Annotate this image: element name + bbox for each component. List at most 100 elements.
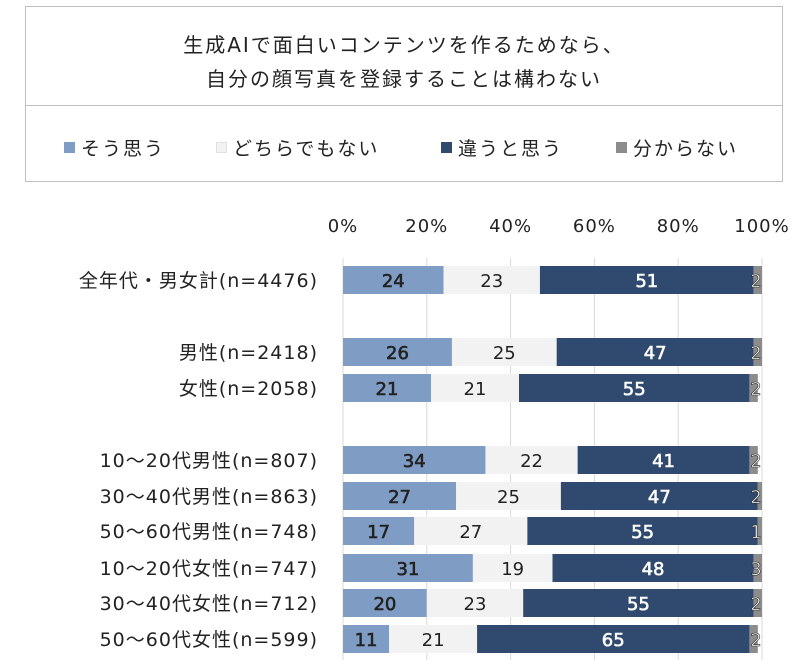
bar-segment <box>749 446 758 474</box>
legend-label-agree: そう思う <box>81 138 166 160</box>
chart-title-line-1: 生成AIで面白いコンテンツを作るためなら、 <box>183 33 625 57</box>
data-label: 34 <box>403 451 426 472</box>
bar-segment <box>343 554 473 582</box>
bar-segment <box>539 266 754 294</box>
data-label: 47 <box>648 487 671 508</box>
x-tick-label: 100% <box>734 216 789 237</box>
bar-segment <box>343 374 431 402</box>
bar-segment <box>430 374 519 402</box>
legend-label-disagree: 違うと思う <box>458 138 564 160</box>
bar-segment <box>456 482 561 510</box>
data-label: 25 <box>493 343 516 364</box>
x-tick-label: 60% <box>573 216 616 237</box>
bar-segment <box>443 266 540 294</box>
bar-segment <box>523 589 754 617</box>
legend-swatch-neutral <box>216 142 227 153</box>
data-label: 2 <box>750 379 761 400</box>
data-label: 55 <box>627 594 650 615</box>
legend-item-unknown: 分からない <box>616 134 738 161</box>
data-label: 27 <box>459 522 482 543</box>
data-label: 21 <box>464 379 487 400</box>
data-label: 2 <box>750 594 761 615</box>
data-label: 27 <box>388 487 411 508</box>
data-label: 2 <box>750 630 761 651</box>
data-label: 23 <box>464 594 487 615</box>
bar-segment <box>389 625 478 653</box>
data-label: 21 <box>376 379 399 400</box>
data-label: 55 <box>631 522 654 543</box>
data-label: 21 <box>422 630 445 651</box>
legend-label-unknown: 分からない <box>633 138 739 160</box>
data-label: 47 <box>644 343 667 364</box>
x-tick-label: 80% <box>657 216 700 237</box>
data-label: 25 <box>497 487 520 508</box>
data-label: 51 <box>635 271 658 292</box>
data-label: 19 <box>501 559 524 580</box>
data-label: 65 <box>602 630 625 651</box>
bar-segment <box>343 446 486 474</box>
bar-segment <box>343 589 427 617</box>
bar-segment <box>749 374 758 402</box>
legend-swatch-agree <box>64 142 75 153</box>
bar-segment <box>426 589 524 617</box>
data-label: 1 <box>750 522 761 543</box>
category-label: 全年代・男女計(n=4476) <box>79 270 318 292</box>
data-label: 31 <box>396 559 419 580</box>
bar-segment <box>757 517 762 545</box>
data-label: 3 <box>750 559 761 580</box>
bar-segment <box>518 374 750 402</box>
chart-title-box: 生成AIで面白いコンテンツを作るためなら、 自分の顔写真を登録することは構わない <box>25 6 783 106</box>
chart-legend: そう思う どちらでもない 違うと思う 分からない <box>25 106 783 182</box>
bar-segment <box>757 482 762 510</box>
category-label: 50～60代男性(n=748) <box>100 521 318 543</box>
data-label: 48 <box>642 559 665 580</box>
category-label: 10～20代男性(n=807) <box>100 450 318 472</box>
chart-title-line-2: 自分の顔写真を登録することは構わない <box>206 67 602 91</box>
category-label: 女性(n=2058) <box>179 378 318 400</box>
bar-segment <box>753 338 762 366</box>
bar-segment <box>552 554 754 582</box>
bar-segment <box>556 338 754 366</box>
data-label: 55 <box>623 379 646 400</box>
data-label: 22 <box>520 451 543 472</box>
category-label: 30～40代女性(n=712) <box>100 593 318 615</box>
legend-label-neutral: どちらでもない <box>233 138 380 160</box>
bar-segment <box>527 517 758 545</box>
bar-segment <box>485 446 578 474</box>
data-label: 2 <box>750 343 761 364</box>
bar-segment <box>414 517 528 545</box>
data-label: 41 <box>652 451 675 472</box>
data-label: 2 <box>750 271 761 292</box>
data-label: 2 <box>750 451 761 472</box>
data-label: 24 <box>382 271 405 292</box>
bar-segment <box>753 589 762 617</box>
bar-segment <box>472 554 553 582</box>
bar-segment <box>343 266 444 294</box>
x-tick-label: 40% <box>489 216 532 237</box>
bar-segment <box>749 625 758 653</box>
bar-segment <box>560 482 758 510</box>
category-label: 30～40代男性(n=863) <box>100 486 318 508</box>
data-label: 23 <box>480 271 503 292</box>
bar-segment <box>343 338 452 366</box>
legend-item-disagree: 違うと思う <box>441 134 563 161</box>
legend-swatch-disagree <box>441 142 452 153</box>
bar-segment <box>343 517 415 545</box>
legend-swatch-unknown <box>616 142 627 153</box>
bar-segment <box>577 446 750 474</box>
bar-segment <box>753 554 762 582</box>
bar-segment <box>343 625 390 653</box>
bar-segment <box>477 625 750 653</box>
category-label: 男性(n=2418) <box>179 342 318 364</box>
legend-item-neutral: どちらでもない <box>216 134 379 161</box>
bar-segment <box>753 266 762 294</box>
data-label: 20 <box>373 594 396 615</box>
category-label: 10～20代女性(n=747) <box>100 558 318 580</box>
bar-segment <box>343 482 457 510</box>
data-label: 11 <box>355 630 378 651</box>
x-tick-label: 0% <box>328 216 359 237</box>
legend-item-agree: そう思う <box>64 134 165 161</box>
data-label: 26 <box>386 343 409 364</box>
category-label: 50～60代女性(n=599) <box>100 629 318 651</box>
